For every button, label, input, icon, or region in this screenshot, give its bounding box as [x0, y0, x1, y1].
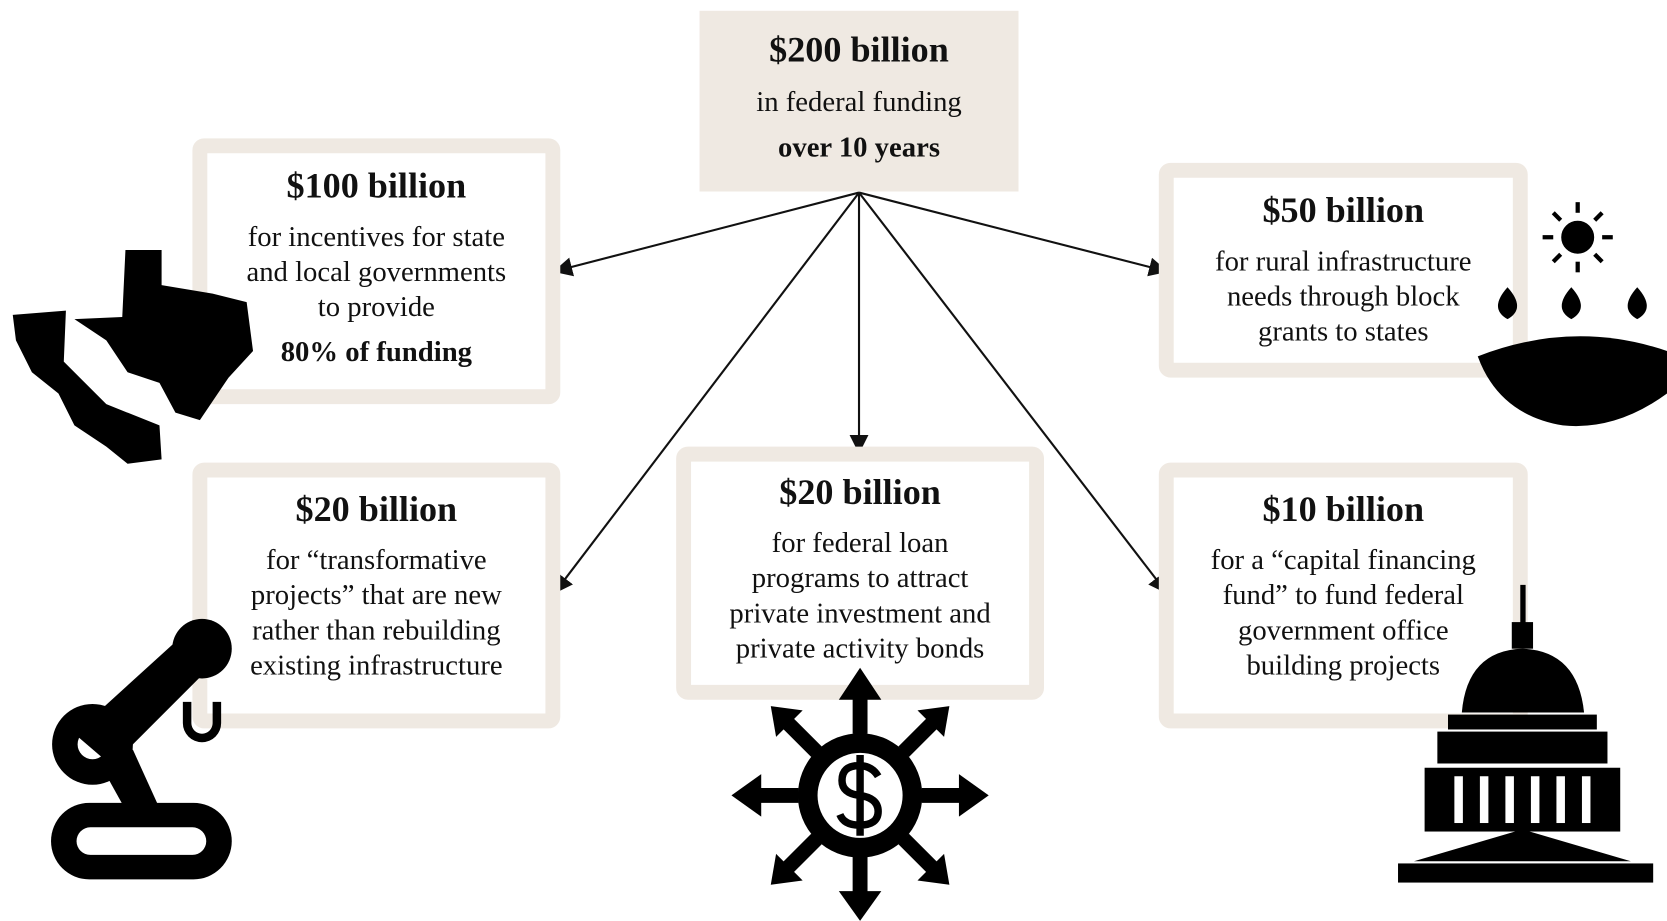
- arrow: [553, 191, 860, 277]
- amount: $200 billion: [769, 30, 949, 70]
- texts: $200 billion in federal funding over 10 ye…: [246, 30, 1475, 682]
- description: programs to attract: [752, 562, 969, 594]
- description: to provide: [318, 291, 435, 323]
- highlight: 80% of funding: [281, 336, 473, 368]
- description: building projects: [1246, 649, 1440, 681]
- highlight: over 10 years: [778, 132, 940, 164]
- arrow: [553, 191, 860, 594]
- description: for incentives for state: [248, 221, 505, 253]
- description: for a “capital financing: [1211, 544, 1476, 576]
- investment-icon: [731, 667, 989, 921]
- description: government office: [1238, 614, 1449, 646]
- node-box: [192, 462, 561, 729]
- robot-arm-icon: [51, 618, 232, 880]
- arrow: [858, 191, 1169, 277]
- description: rather than rebuilding: [252, 614, 501, 646]
- capitol-icon: [1398, 584, 1654, 883]
- sun-farm-icon: [1477, 202, 1667, 427]
- description: for “transformative: [266, 544, 487, 576]
- boxes: [192, 10, 1528, 729]
- description: in federal funding: [756, 86, 962, 118]
- description: for rural infrastructure: [1215, 245, 1471, 277]
- description: private activity bonds: [736, 632, 985, 664]
- description: needs through block: [1227, 280, 1460, 312]
- description: fund” to fund federal: [1223, 579, 1464, 611]
- states-icon: [12, 249, 254, 464]
- description: projects” that are new: [251, 579, 502, 611]
- amount: $50 billion: [1262, 190, 1424, 230]
- arrow: [858, 191, 1168, 594]
- amount: $10 billion: [1262, 489, 1424, 529]
- description: grants to states: [1258, 316, 1429, 348]
- amount: $100 billion: [287, 166, 467, 206]
- description: for federal loan: [772, 527, 949, 559]
- amount: $20 billion: [296, 489, 458, 529]
- amount: $20 billion: [779, 472, 941, 512]
- node-box: [1158, 162, 1528, 378]
- root-box: [699, 10, 1019, 192]
- description: existing infrastructure: [250, 649, 503, 681]
- description: and local governments: [246, 256, 506, 288]
- arrows: [553, 191, 1169, 594]
- description: private investment and: [729, 597, 990, 629]
- node-box: [192, 138, 561, 405]
